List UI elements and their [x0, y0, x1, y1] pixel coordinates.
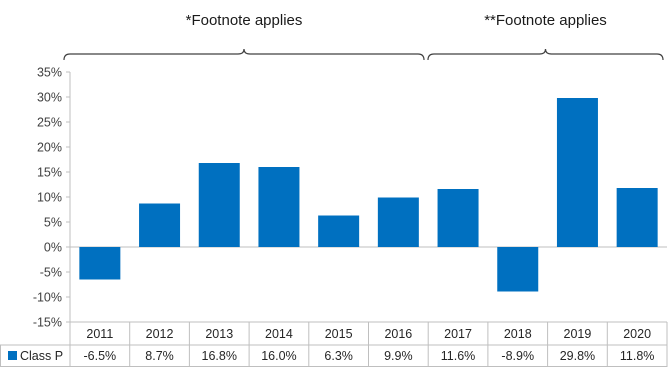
data-label: -6.5% — [84, 349, 117, 363]
data-label: 11.8% — [620, 349, 655, 363]
footnote-bracket — [427, 48, 664, 61]
bar-2015 — [318, 215, 360, 247]
legend-label: Class P — [20, 349, 63, 363]
bar-2017 — [437, 189, 479, 247]
bar-2012 — [139, 203, 181, 247]
x-tick-label: 2017 — [444, 327, 472, 341]
x-tick-label: 2013 — [205, 327, 233, 341]
footnote-label: *Footnote applies — [186, 12, 303, 29]
data-label: 16.0% — [261, 349, 296, 363]
y-tick-label: 15% — [37, 166, 62, 180]
data-label: 29.8% — [560, 349, 595, 363]
x-tick-label: 2016 — [384, 327, 412, 341]
bars — [79, 98, 658, 292]
y-tick-label: -5% — [40, 266, 62, 280]
x-tick-label: 2014 — [265, 327, 293, 341]
x-tick-label: 2020 — [623, 327, 651, 341]
y-tick-label: 30% — [37, 91, 62, 105]
footnote-label: **Footnote applies — [484, 12, 607, 29]
y-tick-label: 35% — [37, 66, 62, 80]
x-tick-label: 2012 — [146, 327, 174, 341]
data-label: -8.9% — [501, 349, 534, 363]
x-tick-label: 2015 — [325, 327, 353, 341]
footnote-bracket — [63, 48, 425, 61]
data-label: 9.9% — [384, 349, 413, 363]
data-label: 11.6% — [441, 349, 476, 363]
x-tick-label: 2011 — [86, 327, 113, 341]
x-tick-label: 2019 — [564, 327, 592, 341]
y-tick-label: 20% — [37, 141, 62, 155]
y-tick-label: -15% — [33, 316, 62, 330]
y-tick-label: 10% — [37, 191, 62, 205]
bar-2019 — [556, 98, 598, 247]
bar-2016 — [377, 197, 419, 247]
footnote-annotations: *Footnote applies **Footnote applies — [63, 12, 664, 61]
bar-2018 — [497, 247, 539, 292]
data-label: 8.7% — [145, 349, 174, 363]
data-label: 6.3% — [324, 349, 353, 363]
y-tick-label: -10% — [33, 291, 62, 305]
bar-2011 — [79, 247, 121, 280]
bar-2014 — [258, 167, 300, 247]
y-tick-label: 25% — [37, 116, 62, 130]
bar-2013 — [198, 163, 240, 247]
legend-swatch — [8, 351, 17, 360]
data-table: 2011 -6.5% 2012 8.7% 2013 16.8% 2014 16.0% 2015 6… — [0, 321, 668, 367]
bar-2020 — [616, 188, 658, 247]
x-tick-label: 2018 — [504, 327, 532, 341]
y-tick-label: 5% — [44, 216, 62, 230]
data-label: 16.8% — [202, 349, 237, 363]
y-tick-label: 0% — [44, 241, 62, 255]
